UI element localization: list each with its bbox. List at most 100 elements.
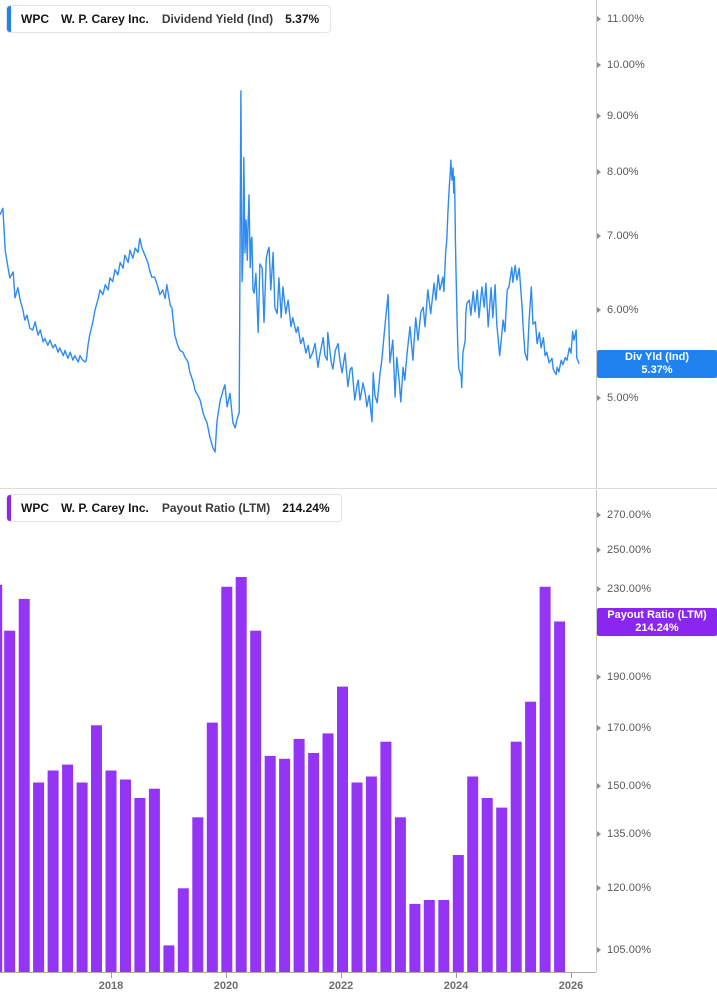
tick-arrow-icon bbox=[597, 831, 601, 838]
payout-ratio-bar: 2017 Q1: 157% bbox=[62, 764, 74, 972]
y-axis-line-top bbox=[596, 0, 597, 488]
tick-arrow-icon bbox=[597, 16, 601, 22]
tick-arrow-icon bbox=[597, 307, 601, 314]
y-axis-tick-label: 230.00% bbox=[607, 582, 652, 595]
y-axis-tick-label: 7.00% bbox=[607, 230, 639, 243]
y-axis-tick-label: 10.00% bbox=[607, 58, 645, 71]
payout-ratio-bar: 2016 Q1: 210% bbox=[4, 630, 16, 972]
x-axis-line bbox=[0, 972, 596, 973]
y-axis-tick-label: 135.00% bbox=[607, 828, 652, 841]
payout-ratio-bar: 2020 Q3: 160% bbox=[264, 755, 276, 972]
tick-arrow-icon bbox=[597, 725, 601, 731]
series-legend-dividend-yield[interactable]: WPC W. P. Carey Inc. Dividend Yield (Ind… bbox=[6, 5, 332, 33]
y-axis-tick-label: 150.00% bbox=[607, 779, 652, 792]
x-axis-tick-label: 2022 bbox=[328, 980, 354, 992]
tick-arrow-icon bbox=[597, 112, 601, 119]
payout-ratio-bar: 2023 Q1: 116% bbox=[409, 903, 421, 972]
payout-ratio-bar: 2017 Q2: 151% bbox=[76, 782, 88, 972]
metric-value: 214.24% bbox=[282, 501, 330, 515]
tick-arrow-icon bbox=[597, 512, 601, 518]
y-axis-tick: 6.00% bbox=[597, 304, 639, 316]
ticker-symbol: WPC bbox=[21, 12, 49, 26]
x-axis-tick-label: 2024 bbox=[443, 980, 469, 992]
tick-arrow-icon bbox=[597, 673, 601, 680]
y-axis-tick-label: 5.00% bbox=[607, 392, 639, 405]
y-axis-tick-label: 270.00% bbox=[607, 509, 652, 521]
payout-ratio-bar: 2017 Q4: 155% bbox=[105, 770, 117, 972]
badge-metric-value: 5.37% bbox=[641, 363, 673, 376]
tick-arrow-icon bbox=[597, 395, 601, 402]
payout-ratio-panel[interactable]: 2015 Q4: 232%2016 Q1: 210%2016 Q2: 225%2… bbox=[0, 490, 717, 972]
x-axis-tick bbox=[226, 972, 227, 978]
series-legend-payout-ratio[interactable]: WPC W. P. Carey Inc. Payout Ratio (LTM) … bbox=[6, 494, 342, 522]
y-axis-tick: 135.00% bbox=[597, 828, 651, 840]
payout-ratio-bar: 2016 Q2: 225% bbox=[18, 598, 30, 972]
x-axis-tick bbox=[456, 972, 457, 978]
payout-ratio-bar: 2023 Q3: 117% bbox=[438, 900, 450, 972]
y-axis-tick-label: 190.00% bbox=[607, 670, 652, 683]
tick-arrow-icon bbox=[597, 585, 601, 592]
x-axis: 2018 2020 2022 2024 2026 bbox=[0, 972, 717, 1005]
payout-ratio-bar: 2018 Q2: 146% bbox=[134, 798, 146, 972]
payout-ratio-bar: 2022 Q3: 165% bbox=[380, 741, 392, 972]
x-axis-tick-label: 2018 bbox=[98, 980, 124, 992]
company-name: W. P. Carey Inc. bbox=[61, 501, 149, 515]
payout-ratio-bar: 2018 Q3: 149% bbox=[148, 788, 160, 972]
payout-ratio-bar: 2021 Q4: 186% bbox=[337, 686, 348, 972]
y-axis-tick: 250.00% bbox=[597, 544, 651, 556]
y-axis-tick: 5.00% bbox=[597, 392, 639, 404]
payout-ratio-bar-chart[interactable]: 2015 Q4: 232%2016 Q1: 210%2016 Q2: 225%2… bbox=[0, 490, 596, 972]
metric-value: 5.37% bbox=[285, 12, 320, 26]
metric-name: Dividend Yield (Ind) bbox=[161, 12, 274, 26]
payout-ratio-bar: 2016 Q4: 155% bbox=[47, 770, 59, 972]
y-axis-tick: 190.00% bbox=[597, 671, 651, 683]
tick-arrow-icon bbox=[597, 233, 601, 240]
y-axis-tick-label: 9.00% bbox=[607, 109, 639, 122]
payout-ratio-bar: 2019 Q3: 172% bbox=[206, 722, 218, 972]
dividend-yield-line bbox=[0, 90, 580, 453]
payout-ratio-bar: 2024 Q1: 153% bbox=[467, 776, 479, 972]
tick-arrow-icon bbox=[597, 61, 601, 68]
tick-arrow-icon bbox=[597, 547, 601, 554]
payout-ratio-bar: 2019 Q4: 231% bbox=[221, 586, 233, 972]
y-axis-tick-label: 250.00% bbox=[607, 544, 652, 557]
payout-ratio-bar: 2025 Q2: 231% bbox=[539, 586, 551, 972]
panel-divider bbox=[0, 488, 717, 489]
tick-arrow-icon bbox=[597, 169, 601, 176]
x-axis-tick-label: 2020 bbox=[213, 980, 239, 992]
payout-ratio-bar: 2025 Q3: 214.24% bbox=[554, 621, 566, 972]
dividend-yield-panel[interactable]: 11.00% 10.00% 9.00% 8.00% 7.00% 6.00% 5.00% WP… bbox=[0, 0, 717, 488]
metric-name: Payout Ratio (LTM) bbox=[161, 501, 271, 515]
tick-arrow-icon bbox=[597, 782, 601, 789]
dividend-yield-line-chart[interactable] bbox=[0, 0, 596, 488]
y-axis-tick: 170.00% bbox=[597, 722, 651, 734]
y-axis-tick-label: 8.00% bbox=[607, 166, 639, 179]
y-axis-tick-label: 6.00% bbox=[607, 304, 639, 317]
payout-ratio-bar: 2019 Q1: 120% bbox=[177, 888, 189, 972]
payout-ratio-bar: 2023 Q2: 117% bbox=[423, 900, 435, 972]
tick-arrow-icon bbox=[597, 946, 601, 953]
y-axis-tick: 7.00% bbox=[597, 230, 639, 242]
payout-ratio-bar: 2020 Q1: 236% bbox=[235, 577, 247, 972]
payout-ratio-bar: 2015 Q4: 232% bbox=[0, 584, 3, 972]
badge-metric-label: Payout Ratio (LTM) bbox=[607, 608, 707, 621]
payout-ratio-bar: 2016 Q3: 151% bbox=[33, 782, 45, 972]
y-axis-tick: 150.00% bbox=[597, 780, 651, 792]
x-axis-tick bbox=[111, 972, 112, 978]
last-value-badge-dividend-yield: Div Yld (Ind) 5.37% bbox=[597, 349, 717, 378]
payout-ratio-bar: 2019 Q2: 140% bbox=[192, 817, 204, 972]
payout-ratio-bar: 2020 Q2: 210% bbox=[250, 630, 262, 972]
payout-ratio-bar: 2021 Q2: 161% bbox=[308, 753, 320, 972]
y-axis-tick: 8.00% bbox=[597, 166, 639, 178]
payout-ratio-bar: 2024 Q4: 165% bbox=[510, 741, 522, 972]
series-color-accent-blue bbox=[7, 6, 11, 32]
y-axis-tick: 270.00% bbox=[597, 509, 651, 521]
y-axis-tick: 9.00% bbox=[597, 110, 639, 122]
y-axis-tick-label: 105.00% bbox=[607, 943, 652, 956]
payout-ratio-bar: 2024 Q2: 146% bbox=[481, 798, 493, 972]
last-value-badge-payout-ratio: Payout Ratio (LTM) 214.24% bbox=[597, 607, 717, 636]
badge-metric-label: Div Yld (Ind) bbox=[625, 350, 689, 363]
payout-ratio-bar: 2018 Q1: 152% bbox=[120, 779, 131, 972]
y-axis-tick-label: 120.00% bbox=[607, 882, 652, 895]
payout-ratio-bar: 2020 Q4: 159% bbox=[279, 758, 291, 972]
